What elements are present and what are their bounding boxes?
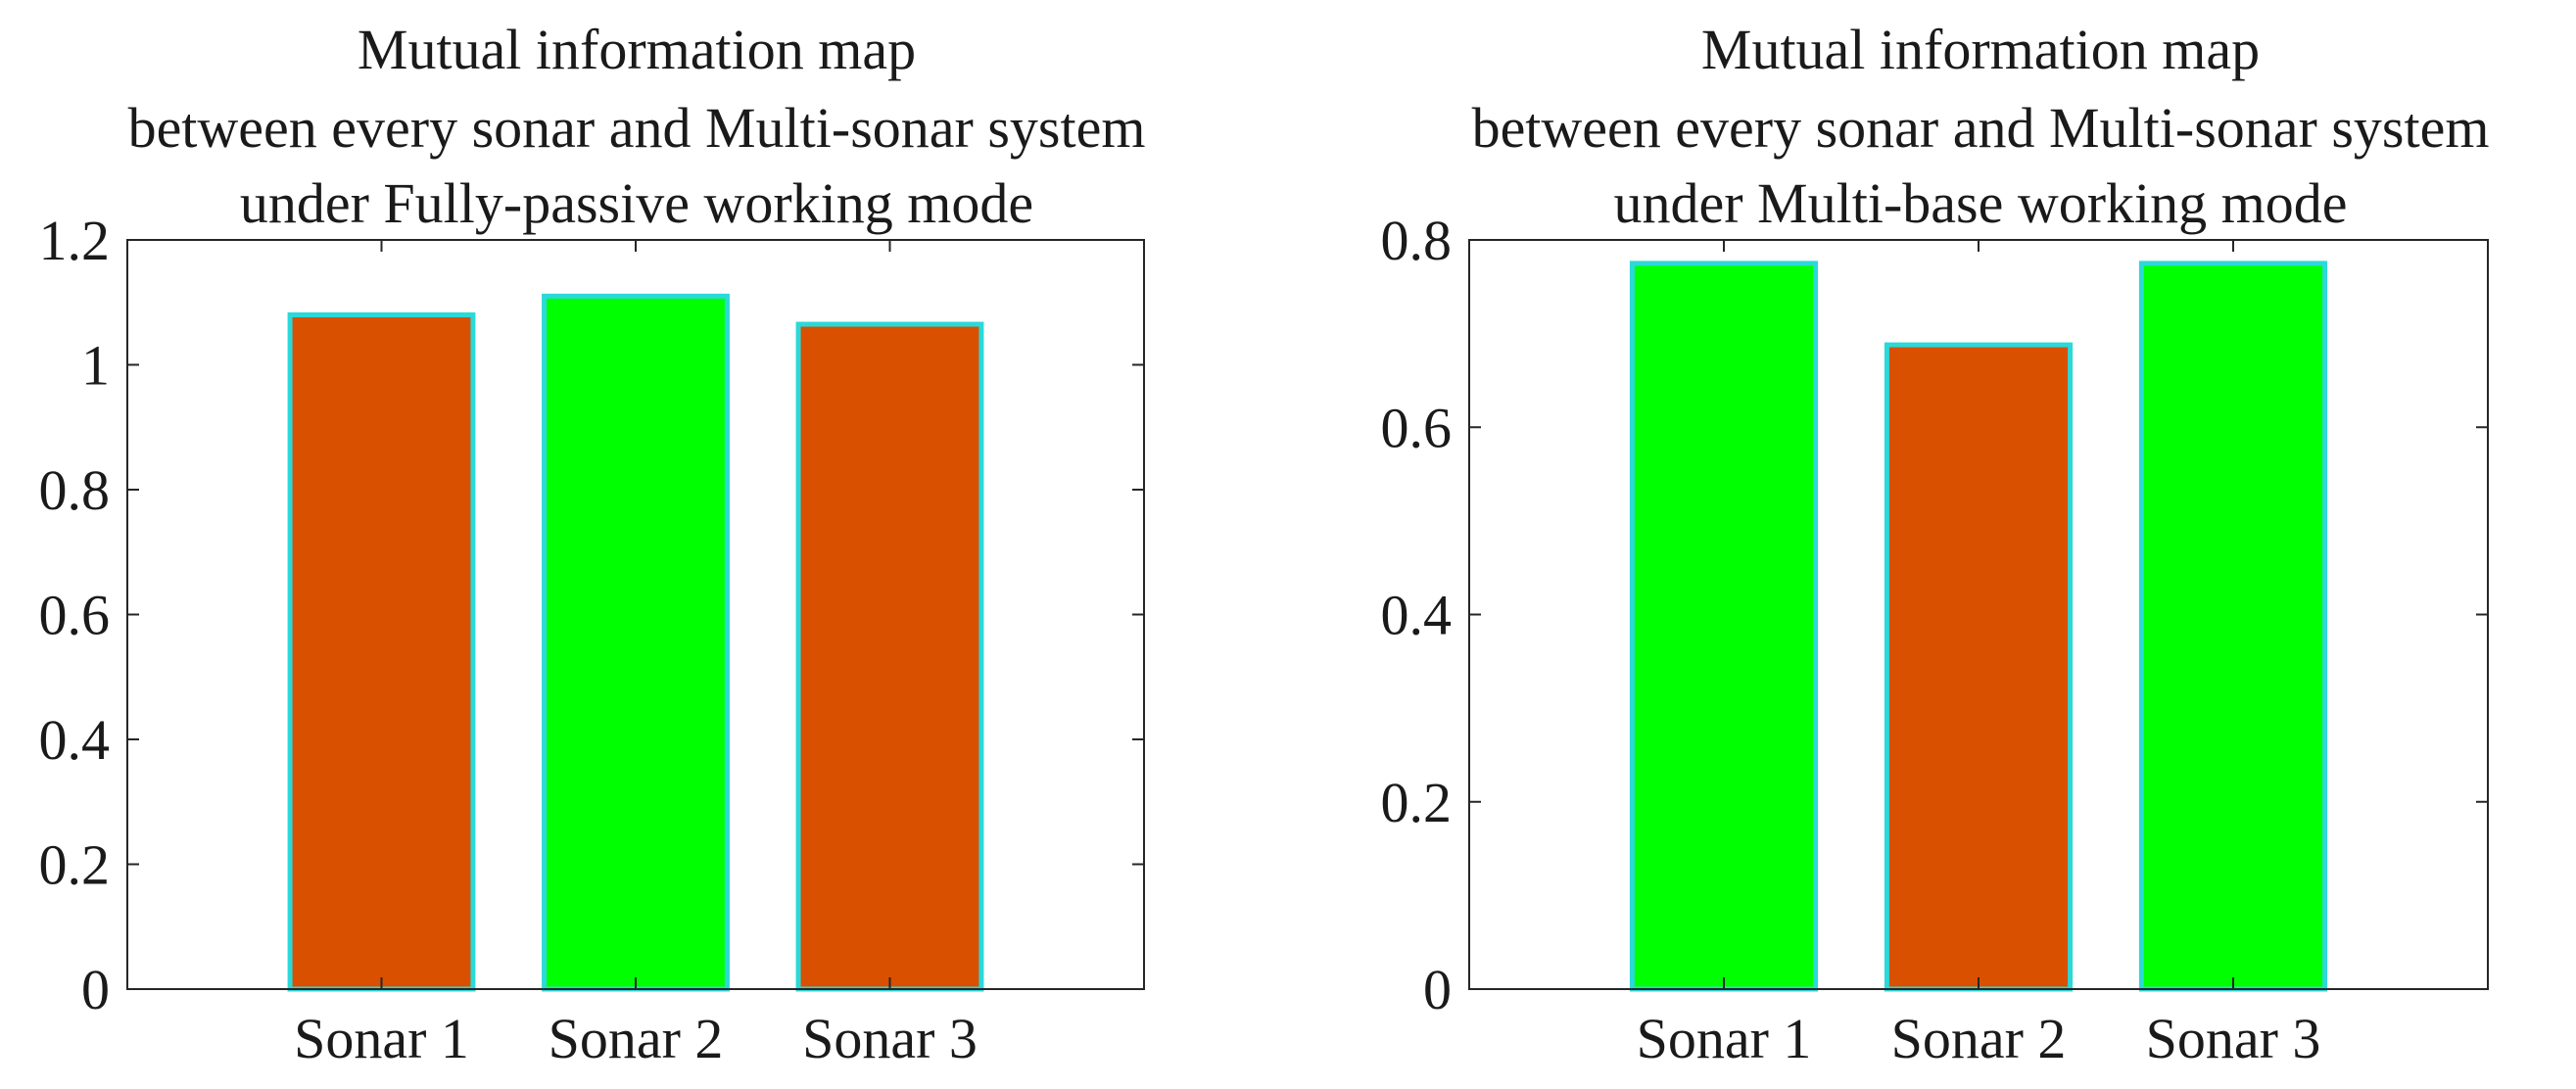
x-tick-label: Sonar 2 — [549, 1007, 724, 1070]
title-line: Mutual information map — [1701, 18, 2260, 81]
bar-sonar-2 — [1884, 342, 2074, 992]
y-tick-label: 0 — [81, 958, 110, 1021]
y-tick-label: 0.4 — [1381, 584, 1453, 647]
title-line: between every sonar and Multi-sonar syst… — [128, 96, 1146, 160]
title-line: under Fully-passive working mode — [240, 171, 1033, 235]
bar-sonar-3 — [2138, 260, 2328, 992]
bars — [1629, 260, 2328, 992]
bar-sonar-3 — [795, 321, 984, 992]
x-tick-label: Sonar 3 — [802, 1007, 978, 1070]
bar-sonar-1 — [1629, 260, 1819, 992]
y-tick-label: 1.2 — [39, 209, 111, 272]
x-tick-label: Sonar 2 — [1891, 1007, 2067, 1070]
chart-fully-passive: Mutual information map between every sona… — [39, 18, 1146, 1070]
y-tick-label: 0.4 — [39, 708, 111, 772]
bars — [287, 293, 984, 992]
title-line: under Multi-base working mode — [1613, 171, 2347, 235]
bar-sonar-1 — [287, 312, 476, 992]
chart-title: Mutual information map between every sona… — [128, 18, 1146, 235]
y-tick-label: 0.2 — [39, 833, 111, 897]
title-line: Mutual information map — [358, 18, 916, 81]
title-line: between every sonar and Multi-sonar syst… — [1472, 96, 2490, 160]
x-tick-label: Sonar 3 — [2146, 1007, 2321, 1070]
bar-sonar-2 — [542, 293, 730, 992]
y-tick-label: 1 — [81, 334, 110, 398]
y-tick-label: 0.6 — [39, 584, 111, 647]
y-tick-label: 0.8 — [1381, 209, 1453, 272]
axes: 0 0.2 0.4 0.6 0.8 1 1.2 Sonar 1 Sonar 2 Sonar 3 — [39, 209, 1145, 1070]
y-tick-label: 0.2 — [1381, 771, 1453, 834]
y-tick-label: 0 — [1423, 958, 1452, 1021]
chart-title: Mutual information map between every sona… — [1472, 18, 2490, 235]
x-tick-label: Sonar 1 — [294, 1007, 469, 1070]
axes: 0 0.2 0.4 0.6 0.8 Sonar 1 Sonar 2 Sonar 3 — [1381, 209, 2489, 1070]
y-tick-label: 0.6 — [1381, 396, 1453, 459]
y-tick-label: 0.8 — [39, 458, 111, 522]
x-tick-label: Sonar 1 — [1637, 1007, 1812, 1070]
chart-multi-base: Mutual information map between every sona… — [1381, 18, 2490, 1070]
